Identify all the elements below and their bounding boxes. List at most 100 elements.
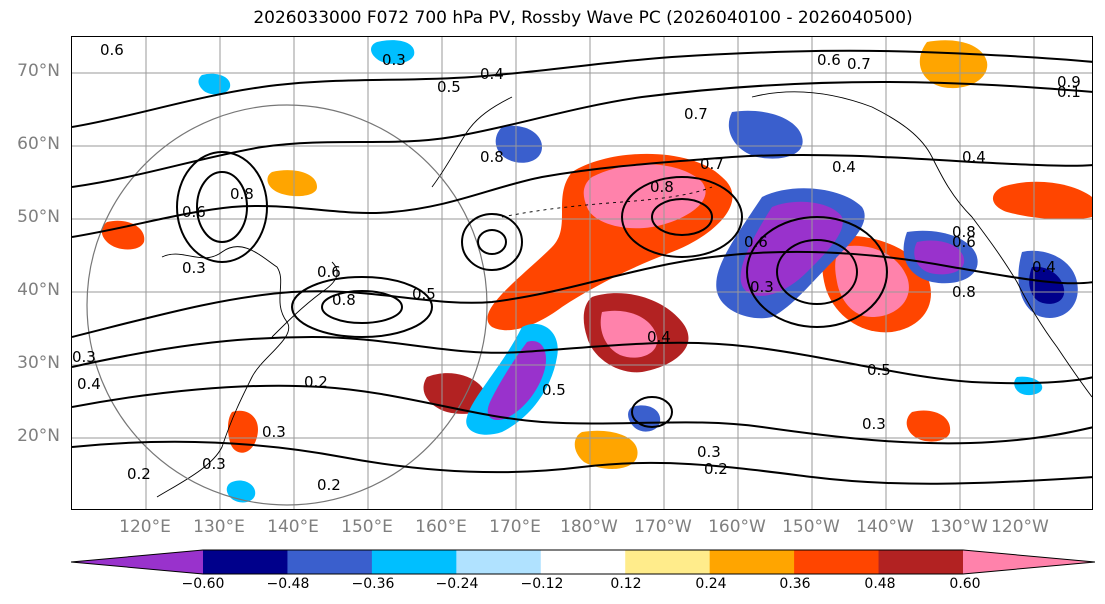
pv-fill-alaska — [919, 40, 988, 89]
colorbar-segment — [540, 550, 626, 574]
lon-label: 120°E — [119, 517, 171, 537]
contour-label: 0.4 — [1032, 258, 1056, 276]
kamchatka-coastline — [431, 96, 513, 188]
colorbar-tick: 0.24 — [695, 576, 727, 592]
pv-fill-pacific-center-inner — [583, 164, 706, 229]
pv-fill-west-small — [101, 220, 145, 250]
colorbar-extend-min — [71, 550, 203, 574]
lon-label: 170°E — [489, 517, 541, 537]
lat-label-20n: 20°N — [17, 426, 60, 446]
highlight-circle — [86, 104, 488, 506]
colorbar-extend-max — [963, 550, 1095, 574]
contour-label: 0.8 — [952, 283, 976, 301]
contour-label: 0.6 — [952, 233, 976, 251]
contour-label: 0.5 — [437, 78, 461, 96]
colorbar-segment — [203, 550, 288, 574]
contour-label: 0.3 — [750, 278, 774, 296]
map-panel: 0.6 0.3 0.4 0.5 0.6 0.7 0.7 0.1 0.4 0.8 … — [71, 36, 1093, 510]
colorbar-tick: −0.48 — [266, 576, 310, 592]
colorbar-tick: 0.12 — [610, 576, 642, 592]
aleutians — [501, 186, 713, 218]
contour-label: 0.3 — [697, 443, 721, 461]
colorbar-segment — [456, 550, 542, 574]
colorbar — [71, 549, 1095, 575]
lat-label-60n: 60°N — [17, 134, 60, 154]
pv-fill-neg-top-1 — [371, 40, 415, 64]
contour-label: 0.7 — [684, 105, 708, 123]
lon-label: 150°E — [341, 517, 393, 537]
colorbar-segment — [625, 550, 711, 574]
colorbar-segment — [878, 550, 964, 574]
lon-label: 170°W — [634, 517, 692, 537]
lat-label-40n: 40°N — [17, 280, 60, 300]
lon-label: 150°W — [782, 517, 840, 537]
contour-label: 0.3 — [382, 51, 406, 69]
pv-fill-neg-north-left — [495, 125, 542, 163]
pv-fill-neg-west-coast-inner — [1029, 266, 1065, 304]
contour-label: 0.8 — [230, 185, 254, 203]
contour-label: 0.7 — [847, 55, 871, 73]
lon-label: 140°W — [856, 517, 914, 537]
graticule — [72, 37, 1092, 509]
contour-label: 0.6 — [317, 263, 341, 281]
contour-label: 0.8 — [480, 148, 504, 166]
contour-label: 0.8 — [650, 178, 674, 196]
pv-fill-east-small — [906, 410, 951, 442]
contour-label: 0.3 — [72, 348, 96, 366]
pv-fill-neg-south-inner — [487, 341, 547, 421]
contour-label: 0.3 — [182, 259, 206, 277]
lon-label: 160°E — [415, 517, 467, 537]
map-canvas: 0.6 0.3 0.4 0.5 0.6 0.7 0.7 0.1 0.4 0.8 … — [72, 37, 1092, 509]
pv-fill-neg-bc-inner — [914, 240, 965, 275]
pv-fill-neg-top-2 — [198, 73, 231, 95]
negative-anomaly-fills — [198, 40, 1078, 503]
positive-anomaly-fills — [101, 40, 1092, 469]
contour-label: 0.7 — [700, 155, 724, 173]
pv-fill-neg-small-2 — [1014, 376, 1043, 396]
colorbar-segment — [794, 550, 880, 574]
colorbar-segment — [287, 550, 373, 574]
lon-label: 160°W — [708, 517, 766, 537]
lon-label: 140°E — [267, 517, 319, 537]
pv-fill-neg-small-1 — [628, 405, 661, 432]
contour-label: 0.4 — [77, 375, 101, 393]
pv-fill-canada — [992, 181, 1092, 220]
contour-label: 0.9 — [1057, 73, 1081, 91]
colorbar-tick: −0.12 — [520, 576, 564, 592]
contour-label: 0.4 — [647, 328, 671, 346]
lon-label: 130°E — [193, 517, 245, 537]
contour-label: 0.8 — [952, 223, 976, 241]
pv-contours — [72, 49, 1092, 485]
pv-fill-neg-sw — [226, 480, 256, 503]
colorbar-tick: 0.60 — [949, 576, 981, 592]
contour-label: 0.2 — [127, 465, 151, 483]
contour-label: 0.5 — [412, 285, 436, 303]
contour-label: 0.2 — [304, 373, 328, 391]
alaska-coastline — [751, 91, 973, 218]
pv-fill-east-pacific-inner — [835, 245, 909, 317]
contour-label: 0.3 — [262, 423, 286, 441]
lat-label-50n: 50°N — [17, 207, 60, 227]
plot-title: 2026033000 F072 700 hPa PV, Rossby Wave … — [253, 8, 913, 28]
lon-label: 180°W — [560, 517, 618, 537]
lat-label-30n: 30°N — [17, 353, 60, 373]
contour-label: 0.4 — [962, 148, 986, 166]
contour-label: 0.2 — [704, 460, 728, 478]
contour-label: 0.4 — [480, 65, 504, 83]
contour-label: 0.6 — [744, 233, 768, 251]
colorbar-tick: 0.36 — [779, 576, 811, 592]
lon-label: 120°W — [991, 517, 1049, 537]
contour-label-group: 0.6 0.3 0.4 0.5 0.6 0.7 0.7 0.1 0.4 0.8 … — [72, 41, 1081, 494]
colorbar-tick: −0.36 — [351, 576, 395, 592]
pv-fill-neg-north — [728, 110, 803, 159]
colorbar-segments — [71, 550, 1095, 574]
contour-label: 0.3 — [862, 415, 886, 433]
colorbar-tick: −0.60 — [181, 576, 225, 592]
lon-label: 130°W — [930, 517, 988, 537]
contour-label: 0.8 — [332, 291, 356, 309]
colorbar-segment — [371, 550, 457, 574]
pv-fill-japan — [267, 170, 317, 197]
colorbar-tick: −0.24 — [435, 576, 479, 592]
contour-label: 0.6 — [100, 41, 124, 59]
contour-label: 0.3 — [202, 455, 226, 473]
